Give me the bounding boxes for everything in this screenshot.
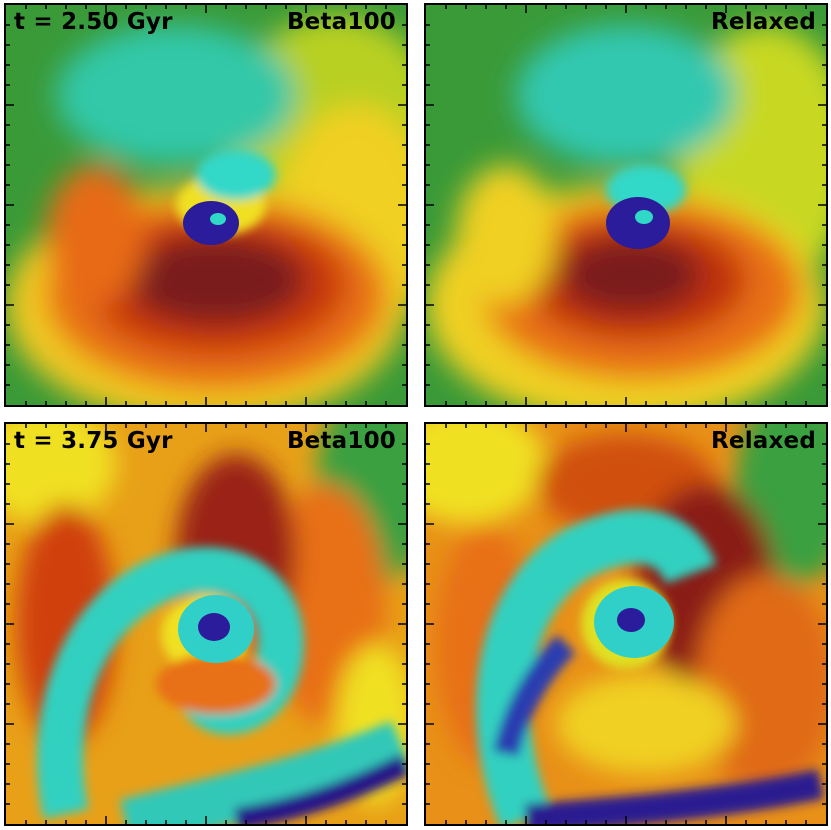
run-label: Beta100	[286, 9, 396, 35]
time-label: t = 2.50 Gyr	[14, 9, 173, 35]
run-label: Beta100	[286, 428, 396, 454]
panel-bottom-right: Relaxed	[424, 422, 828, 826]
panel-top-right: Relaxed	[424, 3, 828, 407]
run-label: Relaxed	[710, 428, 816, 454]
simulation-image	[6, 5, 406, 405]
run-label: Relaxed	[710, 9, 816, 35]
panel-top-left: t = 2.50 Gyr Beta100	[4, 3, 408, 407]
simulation-image	[426, 5, 826, 405]
simulation-image	[426, 424, 826, 824]
time-label: t = 3.75 Gyr	[14, 428, 173, 454]
panel-bottom-left: t = 3.75 Gyr Beta100	[4, 422, 408, 826]
simulation-image	[6, 424, 406, 824]
